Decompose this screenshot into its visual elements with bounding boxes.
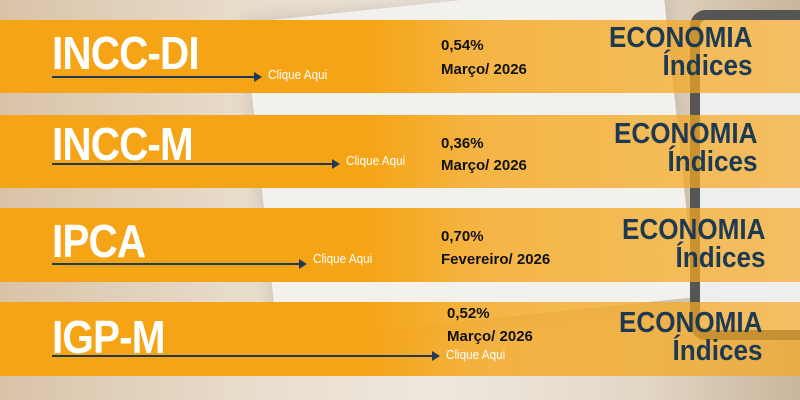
index-title[interactable]: INCC-DI [52,27,200,79]
clique-aqui-link[interactable]: Clique Aqui [446,347,506,362]
arrow-icon [52,159,340,169]
band-incc-m[interactable] [0,115,800,188]
index-value: 0,36% [441,135,484,152]
band-igp-m[interactable] [0,302,800,376]
index-value: 0,52% [447,305,490,322]
arrow-icon [52,259,307,269]
clique-aqui-link[interactable]: Clique Aqui [313,251,373,266]
section-title: ECONOMIA [613,118,757,150]
section-subtitle: Índices [662,50,752,82]
index-value: 0,54% [441,37,484,54]
section-title: ECONOMIA [608,22,752,54]
arrow-icon [52,72,262,82]
index-title[interactable]: INCC-M [52,118,194,170]
band-incc-di[interactable] [0,20,800,93]
index-period: Fevereiro/ 2026 [441,251,551,268]
index-value: 0,70% [441,228,484,245]
band-ipca[interactable] [0,208,800,282]
section-label: ECONOMIA Índices [618,307,762,367]
clique-aqui-link[interactable]: Clique Aqui [346,153,406,168]
index-title[interactable]: IPCA [52,215,146,267]
index-period: Março/ 2026 [441,157,527,174]
section-subtitle: Índices [675,242,765,274]
index-title[interactable]: IGP-M [52,311,165,363]
index-period: Março/ 2026 [447,328,533,345]
section-subtitle: Índices [672,335,762,367]
section-title: ECONOMIA [618,307,762,339]
index-period: Março/ 2026 [441,61,527,78]
arrow-icon [52,351,440,361]
section-subtitle: Índices [667,146,757,178]
clique-aqui-link[interactable]: Clique Aqui [268,67,328,82]
section-label: ECONOMIA Índices [608,22,752,82]
section-label: ECONOMIA Índices [613,118,757,178]
section-label: ECONOMIA Índices [621,214,765,274]
section-title: ECONOMIA [621,214,765,246]
